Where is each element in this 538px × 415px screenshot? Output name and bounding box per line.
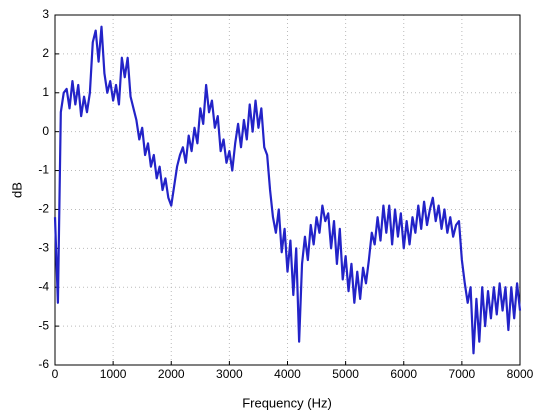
x-tick-label: 2000 xyxy=(158,367,185,381)
plot-area xyxy=(55,15,520,365)
y-tick-label: 0 xyxy=(42,124,49,138)
x-tick-label: 3000 xyxy=(216,367,243,381)
x-tick-label: 1000 xyxy=(100,367,127,381)
x-tick-label: 6000 xyxy=(390,367,417,381)
x-tick-label: 8000 xyxy=(507,367,534,381)
y-tick-label: -6 xyxy=(38,357,49,371)
y-tick-label: -4 xyxy=(38,279,49,293)
y-tick-label: 3 xyxy=(42,7,49,21)
y-tick-label: -2 xyxy=(38,202,49,216)
x-tick-label: 7000 xyxy=(449,367,476,381)
x-axis-label: Frequency (Hz) xyxy=(242,395,332,410)
y-axis-label: dB xyxy=(9,182,24,198)
x-tick-label: 5000 xyxy=(332,367,359,381)
axes-frame xyxy=(54,14,521,366)
y-tick-label: -1 xyxy=(38,163,49,177)
y-tick-label: 2 xyxy=(42,46,49,60)
y-tick-label: -5 xyxy=(38,318,49,332)
y-tick-label: -3 xyxy=(38,241,49,255)
x-tick-label: 0 xyxy=(52,367,59,381)
y-tick-label: 1 xyxy=(42,85,49,99)
x-tick-label: 4000 xyxy=(274,367,301,381)
data-line xyxy=(53,25,522,355)
